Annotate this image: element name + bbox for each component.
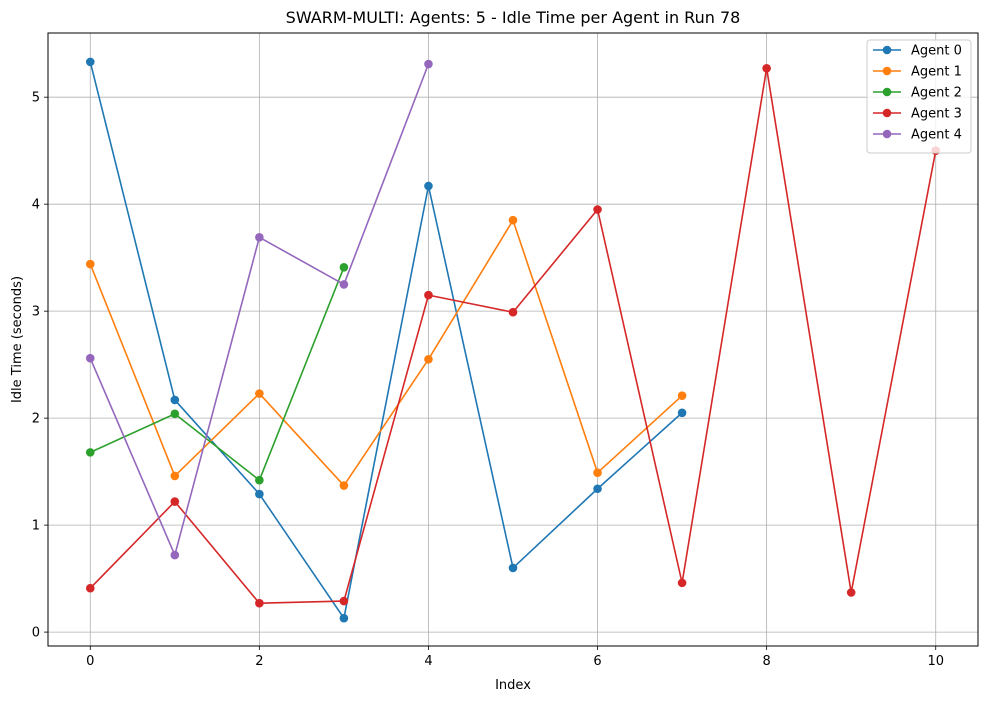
data-point: [593, 468, 602, 477]
data-point: [593, 205, 602, 214]
y-tick-label: 5: [32, 91, 40, 106]
legend-label: Agent 3: [911, 107, 962, 122]
data-point: [255, 598, 264, 608]
series-line-agent-2: [89, 266, 345, 481]
plot-frame: [47, 32, 979, 647]
y-tick-label: 0: [32, 626, 40, 641]
legend: Agent 0 Agent 1 Agent 2 Agent 3 Agent 4: [866, 39, 972, 154]
data-point: [339, 481, 349, 490]
legend-item: Agent 4: [873, 128, 962, 143]
y-tick-label: 4: [32, 198, 40, 213]
legend-marker: [882, 45, 892, 55]
data-point: [424, 354, 433, 364]
legend-marker: [882, 66, 892, 76]
data-point: [593, 484, 602, 494]
data-point: [424, 181, 433, 191]
data-point: [339, 262, 349, 272]
data-point: [170, 471, 180, 481]
series-agent-3: [85, 64, 941, 608]
series-agent-4: [85, 59, 433, 560]
data-point: [255, 233, 264, 242]
data-point: [677, 408, 687, 418]
legend-marker: [882, 129, 892, 139]
data-point: [424, 59, 433, 69]
series-line-agent-1: [89, 219, 683, 487]
x-tick-label: 6: [593, 654, 601, 669]
data-point: [255, 475, 264, 485]
axis-ticks: 0 2 4 6 8 10 0 1 2 3 4 5: [32, 91, 944, 669]
series-agent-2: [85, 262, 349, 485]
data-point: [677, 391, 687, 400]
y-tick-label: 2: [32, 412, 40, 427]
x-tick-label: 8: [762, 654, 770, 669]
series-agent-0: [85, 57, 687, 623]
legend-label: Agent 2: [911, 86, 962, 101]
x-tick-label: 4: [424, 654, 432, 669]
data-point: [170, 497, 180, 506]
chart-title: SWARM-MULTI: Agents: 5 - Idle Time per A…: [286, 8, 741, 27]
x-tick-label: 10: [927, 654, 944, 669]
legend-item: Agent 1: [873, 65, 962, 80]
data-point: [85, 448, 95, 457]
x-tick-label: 2: [255, 654, 263, 669]
legend-item: Agent 0: [873, 44, 962, 59]
legend-marker: [882, 108, 892, 118]
series-line-agent-0: [89, 61, 683, 619]
legend-label: Agent 1: [911, 65, 962, 80]
legend-label: Agent 0: [911, 44, 962, 59]
data-point: [255, 389, 264, 398]
data-point: [508, 215, 518, 225]
data-point: [677, 578, 687, 588]
series-layer: [85, 57, 941, 623]
data-point: [255, 489, 264, 499]
data-point: [424, 290, 433, 300]
data-point: [339, 613, 349, 623]
data-point: [85, 57, 95, 67]
data-point: [846, 588, 856, 597]
data-point: [85, 353, 95, 363]
x-tick-label: 0: [86, 654, 94, 669]
data-point: [508, 307, 518, 317]
series-agent-1: [85, 215, 687, 490]
data-point: [339, 596, 349, 606]
y-tick-label: 3: [32, 305, 40, 320]
data-point: [170, 395, 180, 405]
legend-item: Agent 2: [873, 86, 962, 101]
legend-item: Agent 3: [873, 107, 962, 122]
data-point: [339, 280, 349, 289]
data-point: [85, 583, 95, 593]
x-axis-label: Index: [495, 678, 531, 693]
legend-box: [866, 39, 972, 154]
data-point: [762, 64, 771, 73]
y-tick-label: 1: [32, 519, 40, 534]
data-point: [508, 563, 518, 573]
legend-marker: [882, 87, 892, 97]
y-axis-label: Idle Time (seconds): [10, 276, 25, 403]
data-point: [170, 550, 180, 560]
data-point: [85, 259, 95, 269]
data-point: [170, 409, 180, 419]
legend-label: Agent 4: [911, 128, 962, 143]
